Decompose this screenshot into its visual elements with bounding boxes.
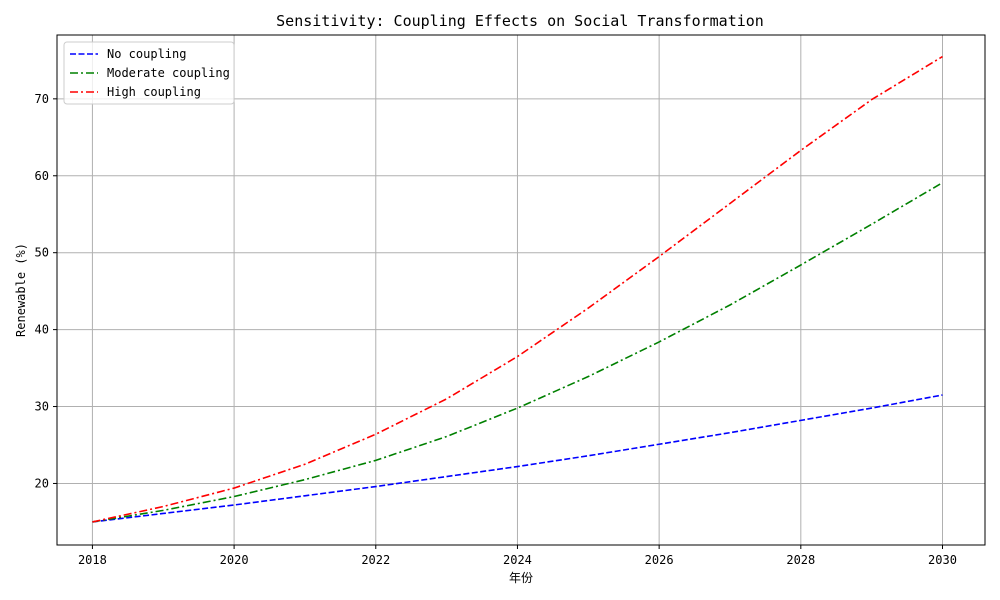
legend: No coupling Moderate coupling High couplin…	[63, 41, 235, 105]
x-tick-label: 2026	[645, 553, 674, 567]
x-tick-label: 2028	[786, 553, 815, 567]
y-tick-label: 60	[35, 169, 49, 183]
y-tick-label: 40	[35, 323, 49, 337]
grid	[57, 35, 985, 545]
y-tick-label: 20	[35, 476, 49, 490]
y-tick-label: 70	[35, 92, 49, 106]
y-tick-label: 30	[35, 400, 49, 414]
series-lines	[92, 55, 943, 523]
x-tick-label: 2020	[220, 553, 249, 567]
legend-label-2: High coupling	[107, 85, 201, 99]
x-tick-label: 2018	[78, 553, 107, 567]
y-axis-label: Renewable (%)	[14, 243, 28, 337]
x-tick-label: 2030	[928, 553, 957, 567]
chart-title: Sensitivity: Coupling Effects on Social …	[276, 12, 764, 30]
series-line-2	[92, 55, 943, 523]
x-axis-label: 年份	[509, 571, 533, 585]
y-tick-label: 50	[35, 246, 49, 260]
plot-frame	[56, 34, 986, 546]
series-line-0	[92, 394, 943, 523]
x-tick-label: 2024	[503, 553, 532, 567]
series-line-1	[92, 181, 943, 523]
legend-label-0: No coupling	[107, 47, 186, 61]
x-tick-label: 2022	[361, 553, 390, 567]
legend-label-1: Moderate coupling	[107, 66, 230, 80]
legend-box	[63, 41, 235, 105]
